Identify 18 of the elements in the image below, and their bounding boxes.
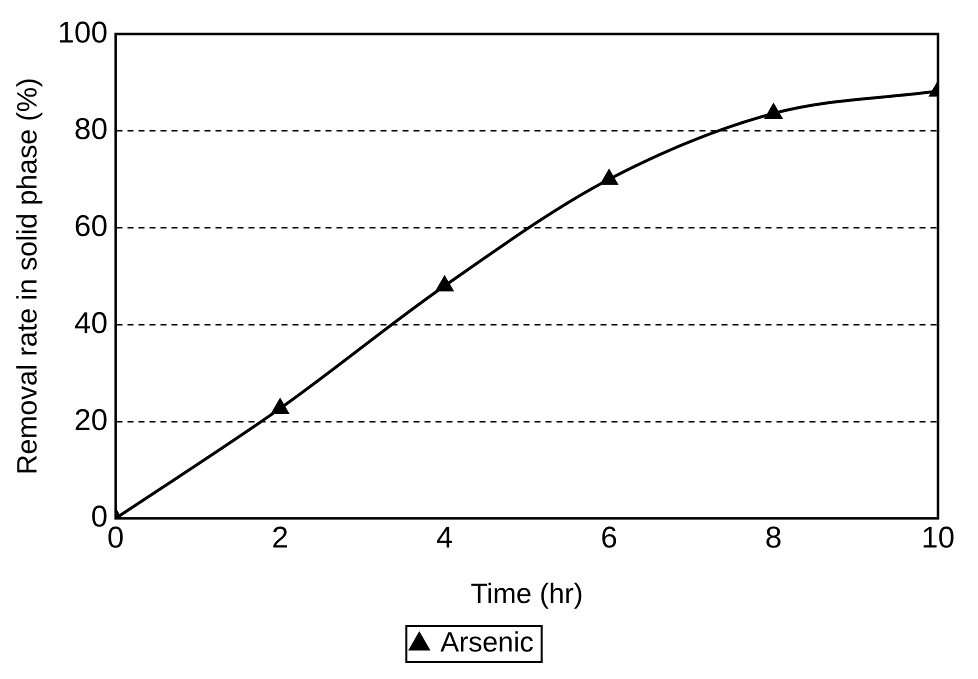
y-axis-title: Removal rate in solid phase (%) (12, 78, 43, 475)
x-tick-label: 2 (272, 522, 288, 555)
x-tick-label: 6 (600, 522, 618, 555)
point (765, 104, 782, 119)
legend-label: Arsenic (440, 626, 534, 658)
point (436, 276, 454, 292)
x-tick-label: 8 (765, 522, 782, 555)
x-tick-label: 10 (921, 522, 955, 555)
y-tick-label: 80 (74, 113, 108, 146)
y-tick-label: 20 (74, 404, 108, 437)
y-tick-label: 60 (74, 210, 108, 244)
point (600, 170, 618, 185)
x-axis-title: Time (hr) (470, 578, 584, 609)
y-tick-label: 40 (74, 306, 108, 340)
point (272, 398, 289, 414)
y-tick-label: 100 (58, 16, 108, 50)
y-tick-label: 0 (90, 500, 108, 534)
x-tick-label: 4 (436, 522, 453, 555)
